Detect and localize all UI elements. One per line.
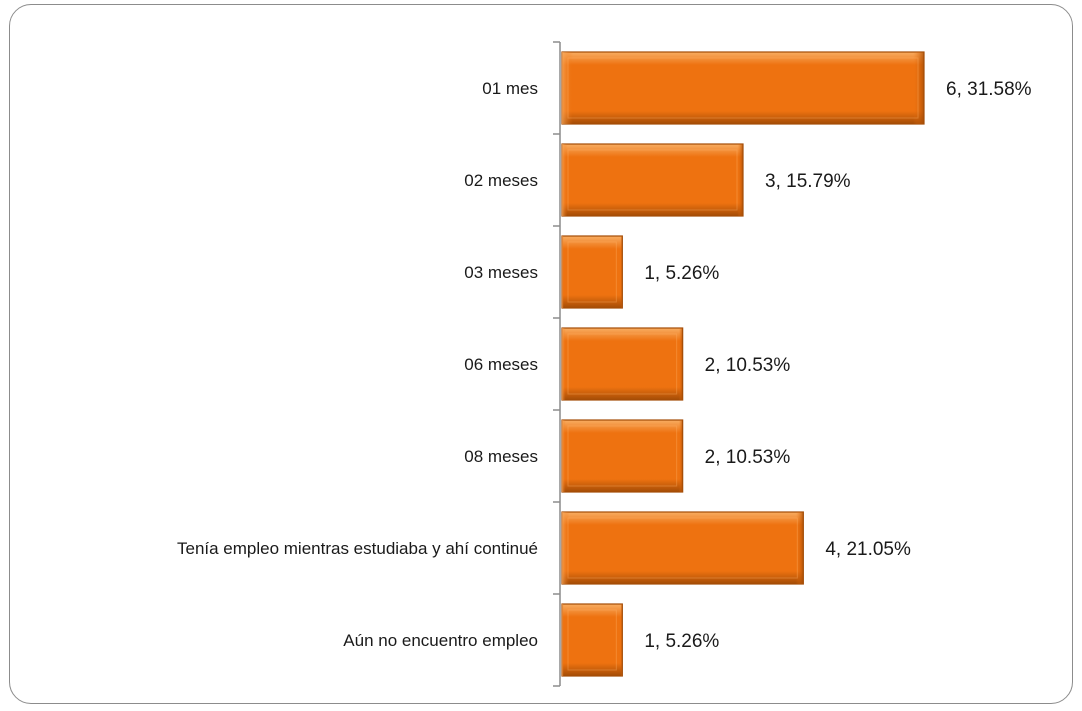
data-label: 6, 31.58% <box>946 79 1032 100</box>
bar <box>561 603 623 677</box>
bar-inner-edge <box>567 517 798 579</box>
bar-inner-edge <box>567 333 678 395</box>
labels-group: 01 mes 6, 31.58% 02 meses 3, 15.79% 03 meses… <box>177 79 1032 652</box>
bar-bevel <box>562 328 683 400</box>
data-label: 3, 15.79% <box>765 171 851 192</box>
bar <box>561 235 623 309</box>
bar-inner-edge <box>567 425 678 487</box>
category-label: 06 meses <box>464 355 538 374</box>
bar <box>561 419 684 493</box>
bar-inner-edge <box>567 241 617 303</box>
data-label: 2, 10.53% <box>705 355 791 376</box>
data-label: 1, 5.26% <box>644 631 719 652</box>
category-label: 01 mes <box>482 79 538 98</box>
bars-group <box>561 51 925 677</box>
bar-bevel <box>562 144 743 216</box>
category-label: 02 meses <box>464 171 538 190</box>
data-label: 1, 5.26% <box>644 263 719 284</box>
bar-inner-edge <box>567 149 738 211</box>
y-axis <box>553 41 561 687</box>
bar-inner-edge <box>567 609 617 671</box>
bar-bevel <box>562 420 683 492</box>
bar-bevel <box>562 52 924 124</box>
category-label: 03 meses <box>464 263 538 282</box>
bar <box>561 51 925 125</box>
category-label: Tenía empleo mientras estudiaba y ahí co… <box>177 539 538 558</box>
bar-inner-edge <box>567 57 919 119</box>
category-label: 08 meses <box>464 447 538 466</box>
data-label: 4, 21.05% <box>825 539 911 560</box>
bar <box>561 511 804 585</box>
data-label: 2, 10.53% <box>705 447 791 468</box>
bar-bevel <box>562 236 623 308</box>
category-label: Aún no encuentro empleo <box>343 631 538 650</box>
bar-bevel <box>562 512 804 584</box>
bar <box>561 327 684 401</box>
bar <box>561 143 744 217</box>
bar-bevel <box>562 604 623 676</box>
